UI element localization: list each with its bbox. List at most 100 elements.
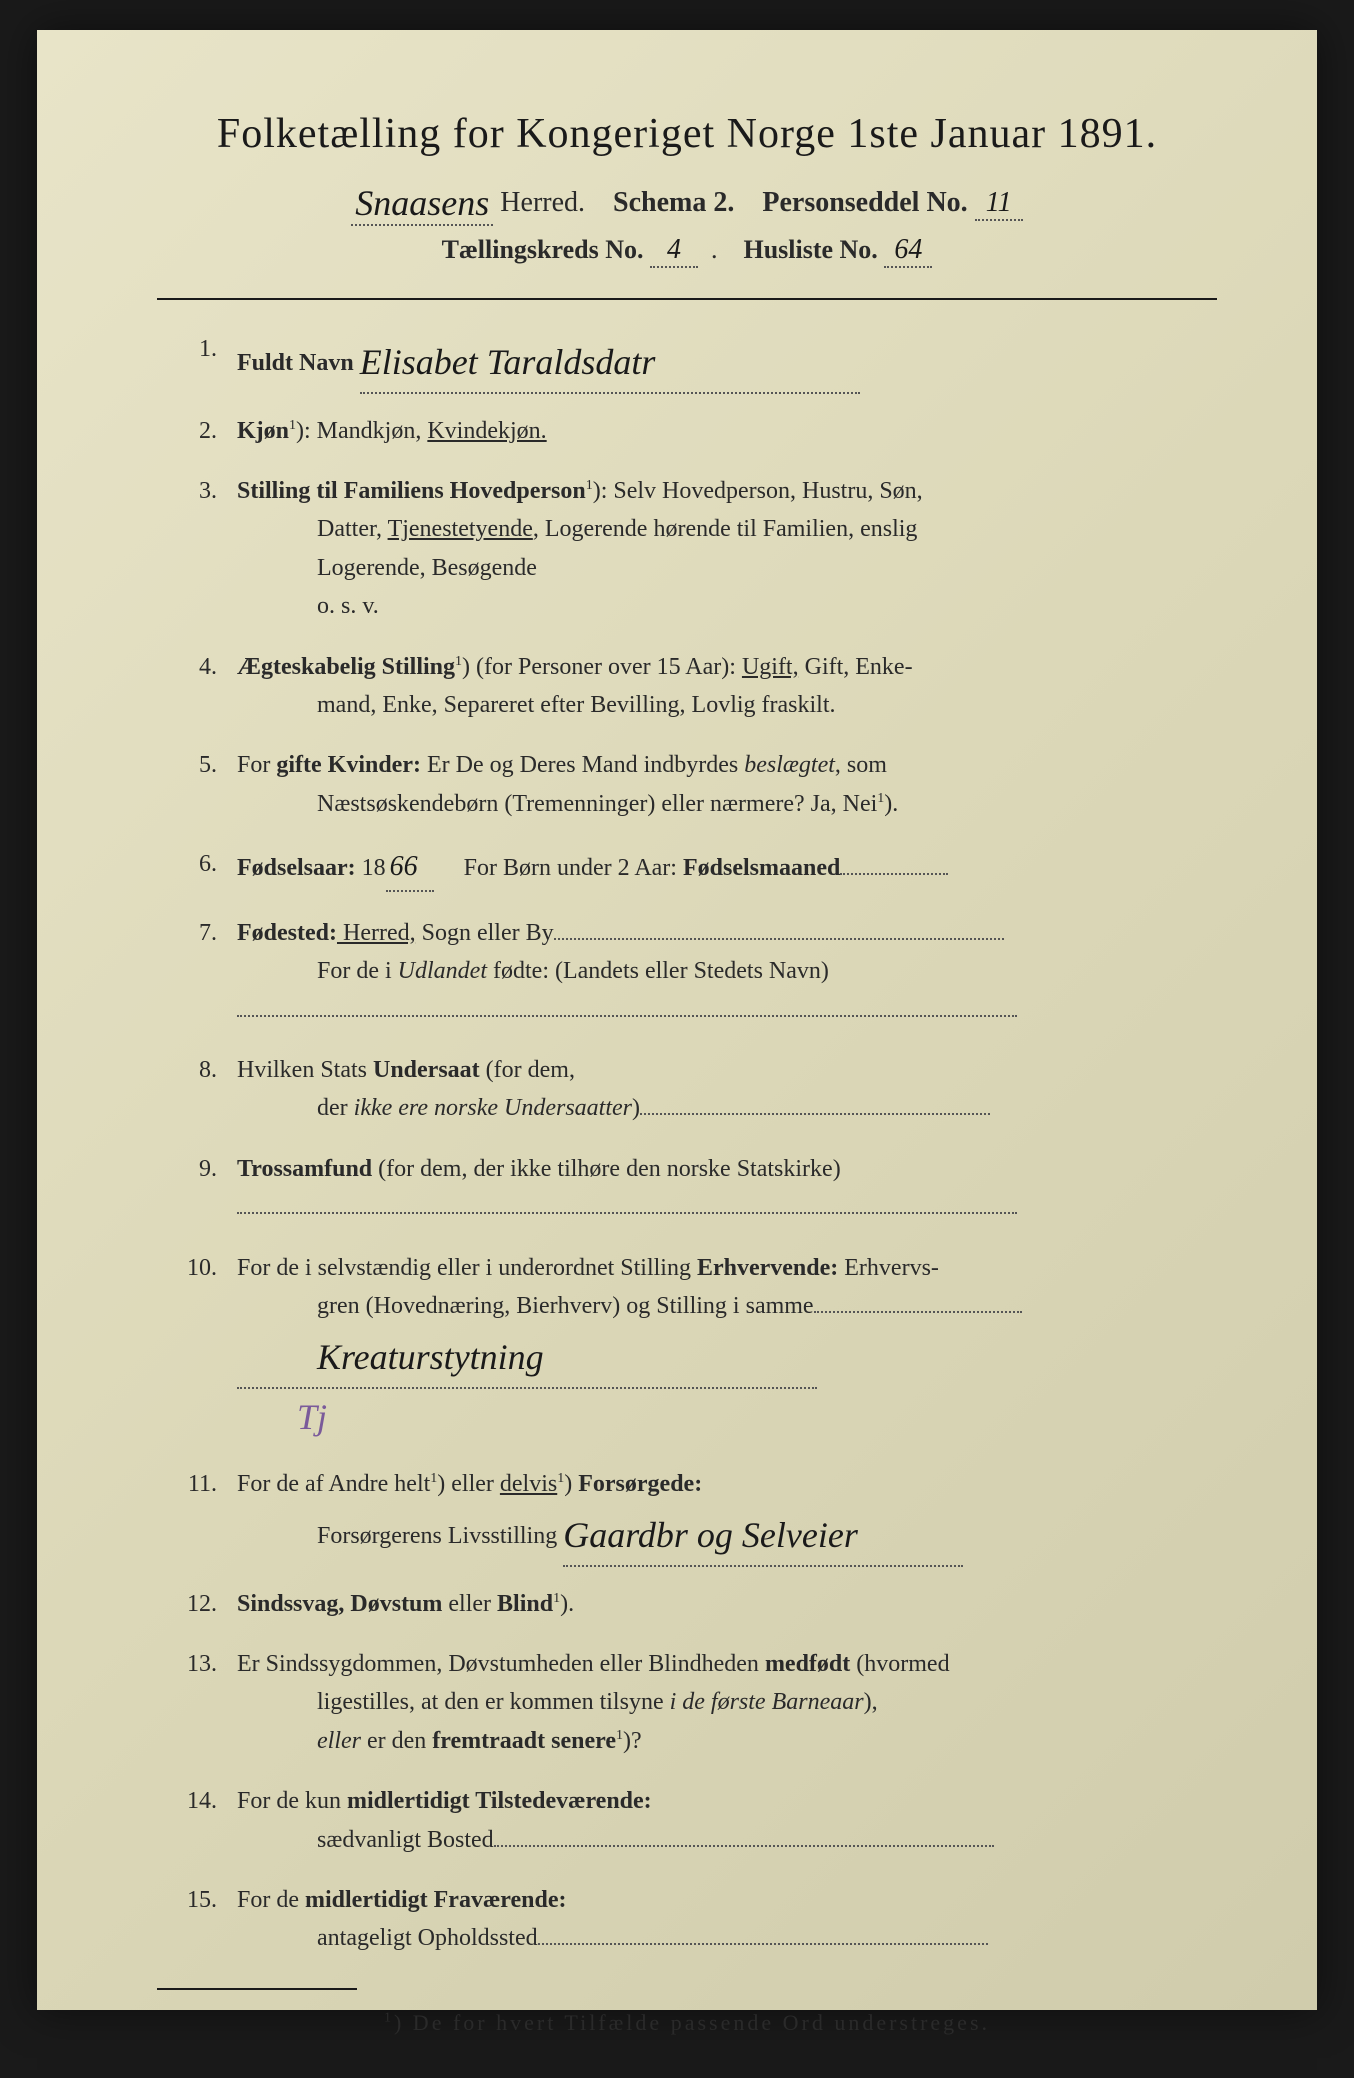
item-15-blank xyxy=(538,1943,988,1945)
item-13-line3-wrap: eller er den fremtraadt senere1)? xyxy=(237,1728,642,1754)
item-13-text3: ), xyxy=(864,1689,878,1715)
item-5-line2: Næstsøskendebørn (Tremenninger) eller næ… xyxy=(317,791,877,817)
item-4-underlined: Ugift, xyxy=(742,654,799,680)
item-11-line2: Forsørgerens Livsstilling xyxy=(317,1523,557,1549)
item-4-num: 4. xyxy=(157,648,237,725)
item-15: 15. For de midlertidigt Fraværende: anta… xyxy=(157,1881,1217,1958)
item-10: 10. For de i selvstændig eller i underor… xyxy=(157,1249,1217,1443)
item-5-text4: ). xyxy=(884,791,898,817)
item-8-blank xyxy=(640,1113,990,1115)
item-5-italic: beslægtet xyxy=(744,752,835,778)
item-5-num: 5. xyxy=(157,746,237,823)
item-8-text3: ) xyxy=(632,1095,640,1121)
item-14-content: For de kun midlertidigt Tilstedeværende:… xyxy=(237,1782,1217,1859)
item-11-handwritten: Gaardbr og Selveier xyxy=(563,1507,963,1567)
item-3-line2: Datter, xyxy=(317,516,388,542)
item-6-num: 6. xyxy=(157,845,237,892)
item-13-text2: (hvormed xyxy=(850,1651,949,1677)
footer-divider xyxy=(157,1988,357,1990)
footnote-sup: 1 xyxy=(384,2010,394,2025)
item-14-text1: For de kun xyxy=(237,1788,347,1814)
item-13-italic: i de første Barneaar xyxy=(670,1689,864,1715)
item-11-line2-wrap: Forsørgerens Livsstilling Gaardbr og Sel… xyxy=(237,1523,963,1549)
footnote-text: ) De for hvert Tilfælde passende Ord und… xyxy=(394,2010,990,2035)
item-9-text: (for dem, der ikke tilhøre den norske St… xyxy=(372,1156,841,1182)
item-8: 8. Hvilken Stats Undersaat (for dem, der… xyxy=(157,1051,1217,1128)
item-14-label: midlertidigt Tilstedeværende: xyxy=(347,1788,652,1814)
item-6: 6. Fødselsaar: 1866 For Børn under 2 Aar… xyxy=(157,845,1217,892)
item-2-underlined: Kvindekjøn. xyxy=(427,418,546,444)
herred-name: Snaasens xyxy=(351,182,493,226)
item-15-line2-wrap: antageligt Opholdssted xyxy=(237,1925,988,1951)
item-7-line2-wrap: For de i Udlandet fødte: (Landets eller … xyxy=(237,958,829,984)
item-7-italic: Udlandet xyxy=(398,958,487,984)
item-10-blank xyxy=(814,1311,1022,1313)
item-7-blank2 xyxy=(237,1015,1017,1017)
item-3-line2-wrap: Datter, Tjenestetyende, Logerende hørend… xyxy=(237,516,917,542)
item-13-text1: Er Sindssygdommen, Døvstumheden eller Bl… xyxy=(237,1651,765,1677)
item-15-num: 15. xyxy=(157,1881,237,1958)
item-12-label2: Blind xyxy=(497,1591,553,1617)
subtitle-line-2: Tællingskreds No. 4 . Husliste No. 64 xyxy=(157,234,1217,268)
item-12-text2: ). xyxy=(560,1591,574,1617)
item-7-underlined: Herred, xyxy=(337,920,416,946)
item-14-num: 14. xyxy=(157,1782,237,1859)
item-3-line4: o. s. v. xyxy=(237,593,379,619)
item-5-content: For gifte Kvinder: Er De og Deres Mand i… xyxy=(237,746,1217,823)
item-6-label2: Fødselsmaaned xyxy=(683,855,840,881)
item-5-text1: For xyxy=(237,752,276,778)
tallingskreds-no: 4 xyxy=(650,234,698,268)
item-3-text2: , Logerende hørende til Familien, enslig xyxy=(533,516,918,542)
item-2-text: ): Mandkjøn, xyxy=(296,418,427,444)
item-6-text2: For Børn under 2 Aar: xyxy=(464,855,683,881)
item-4-content: Ægteskabelig Stilling1) (for Personer ov… xyxy=(237,648,1217,725)
item-8-text1: Hvilken Stats xyxy=(237,1057,373,1083)
item-1-content: Fuldt Navn Elisabet Taraldsdatr xyxy=(237,330,1217,390)
item-3-underlined: Tjenestetyende xyxy=(388,516,533,542)
husliste-label: Husliste No. xyxy=(743,235,877,264)
item-7-text1: Sogn eller By xyxy=(416,920,554,946)
item-13-line2-wrap: ligestilles, at den er kommen tilsyne i … xyxy=(237,1689,878,1715)
item-7-label: Fødested: xyxy=(237,920,337,946)
item-13-content: Er Sindssygdommen, Døvstumheden eller Bl… xyxy=(237,1645,1217,1760)
item-8-line2-wrap: der ikke ere norske Undersaatter) xyxy=(237,1095,990,1121)
item-10-line2-wrap: gren (Hovednæring, Bierhverv) og Stillin… xyxy=(237,1293,1022,1319)
item-14: 14. For de kun midlertidigt Tilstedevære… xyxy=(157,1782,1217,1859)
item-10-num: 10. xyxy=(157,1249,237,1443)
item-13-label2: fremtraadt senere xyxy=(432,1728,616,1754)
subtitle-line-1: Snaasens Herred. Schema 2. Personseddel … xyxy=(157,178,1217,222)
item-13-num: 13. xyxy=(157,1645,237,1760)
item-8-italic: ikke ere norske Undersaatter xyxy=(354,1095,632,1121)
item-6-blank xyxy=(840,873,948,875)
item-13-line3-text: er den xyxy=(361,1728,432,1754)
personseddel-no: 11 xyxy=(975,187,1023,221)
item-6-label: Fødselsaar: xyxy=(237,855,356,881)
document-page: Folketælling for Kongeriget Norge 1ste J… xyxy=(37,30,1317,2010)
item-13-line2: ligestilles, at den er kommen tilsyne xyxy=(317,1689,670,1715)
item-7: 7. Fødested: Herred, Sogn eller By For d… xyxy=(157,914,1217,1029)
item-8-line2: der xyxy=(317,1095,354,1121)
item-2-content: Kjøn1): Mandkjøn, Kvindekjøn. xyxy=(237,412,1217,450)
item-11-label: Forsørgede: xyxy=(578,1471,702,1497)
item-2-num: 2. xyxy=(157,412,237,450)
item-12-label: Sindssvag, Døvstum xyxy=(237,1591,442,1617)
item-6-year-hw: 66 xyxy=(386,845,434,892)
item-11-text3: ) xyxy=(564,1471,578,1497)
item-7-line2: For de i xyxy=(317,958,398,984)
item-8-label: Undersaat xyxy=(373,1057,480,1083)
item-13: 13. Er Sindssygdommen, Døvstumheden elle… xyxy=(157,1645,1217,1760)
item-2-sup: 1 xyxy=(289,418,296,433)
item-11-num: 11. xyxy=(157,1465,237,1563)
item-15-line2: antageligt Opholdssted xyxy=(317,1925,538,1951)
item-14-line2-wrap: sædvanligt Bosted xyxy=(237,1827,994,1853)
item-1-num: 1. xyxy=(157,330,237,390)
item-9: 9. Trossamfund (for dem, der ikke tilhør… xyxy=(157,1150,1217,1227)
item-3-text1: ): Selv Hovedperson, Hustru, Søn, xyxy=(593,478,923,504)
item-11-underlined: delvis xyxy=(500,1471,557,1497)
item-10-label: Erhvervende: xyxy=(697,1255,838,1281)
item-11-text2: ) eller xyxy=(437,1471,500,1497)
item-13-line3-italic: eller xyxy=(317,1728,361,1754)
item-9-content: Trossamfund (for dem, der ikke tilhøre d… xyxy=(237,1150,1217,1227)
item-11-content: For de af Andre helt1) eller delvis1) Fo… xyxy=(237,1465,1217,1563)
item-13-sup: 1 xyxy=(616,1728,623,1743)
